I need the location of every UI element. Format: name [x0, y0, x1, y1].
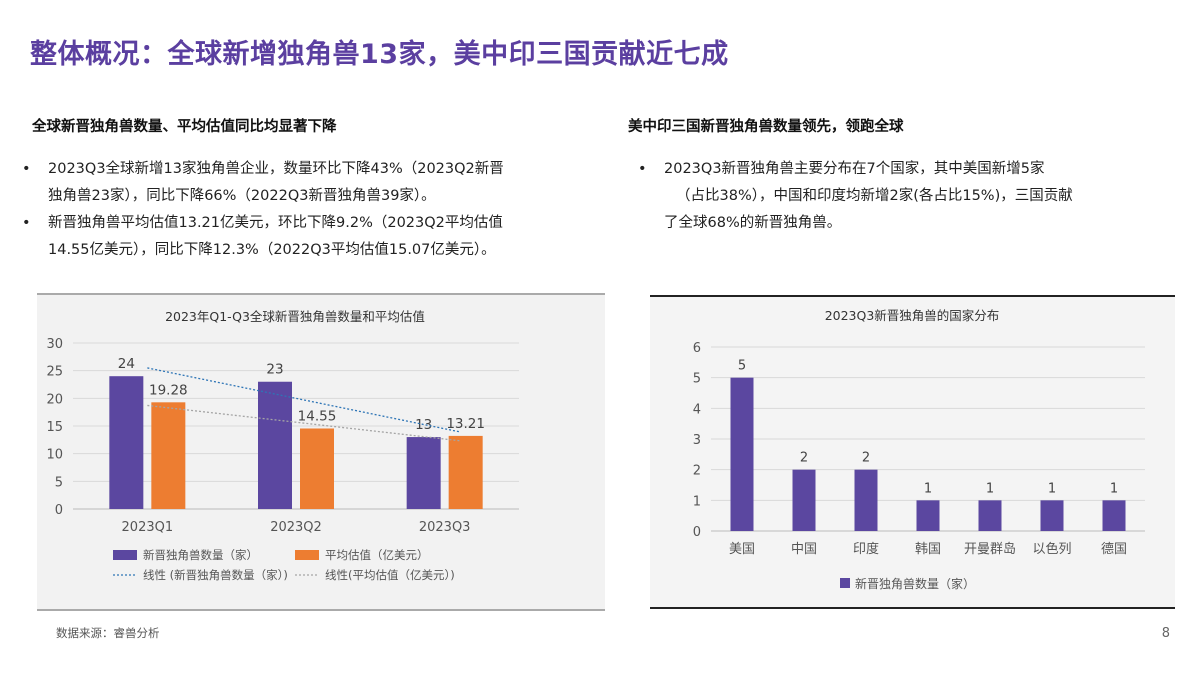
data-label: 1 — [1110, 481, 1118, 496]
bullet-item: 新晋独角兽平均估值13.21亿美元，环比下降9.2%（2023Q2平均估值 14.… — [20, 210, 600, 264]
y-tick-label: 6 — [693, 341, 701, 356]
x-tick-label: 2023Q2 — [270, 520, 322, 535]
data-label: 13.21 — [446, 416, 485, 432]
x-tick-label: 德国 — [1101, 542, 1127, 557]
data-label: 1 — [924, 481, 932, 496]
bullet-text: 2023Q3新晋独角兽主要分布在7个国家，其中美国新增5家 — [664, 161, 1045, 177]
x-tick-label: 2023Q1 — [122, 520, 174, 535]
legend-label: 新晋独角兽数量（家） — [855, 576, 975, 591]
y-tick-label: 5 — [55, 475, 63, 490]
y-tick-label: 5 — [693, 372, 701, 387]
page-title: 整体概况：全球新增独角兽13家，美中印三国贡献近七成 — [30, 39, 729, 70]
legend-label: 平均估值（亿美元） — [325, 548, 429, 562]
legend-label: 线性 (新晋独角兽数量（家）) — [143, 568, 288, 582]
chart-country-distribution: 2023Q3新晋独角兽的国家分布 0 1 2 3 4 5 6 美国 中国 印度 韩国 开曼群岛 以色列 德国… — [650, 295, 1175, 609]
chart1-svg: 2023年Q1-Q3全球新晋独角兽数量和平均估值 0 5 10 15 20 25 30 2023… — [46, 309, 519, 582]
legend-label: 新晋独角兽数量（家） — [143, 548, 258, 562]
bullet-text: 独角兽23家），同比下降66%（2022Q3新晋独角兽39家）。 — [48, 188, 436, 204]
bullet-text: 14.55亿美元），同比下降12.3%（2022Q3平均估值15.07亿美元）。 — [48, 242, 496, 258]
bullet-text: （占比38%），中国和印度均新增2家(各占比15%)，三国贡献 — [676, 188, 1073, 204]
bullet-text: 了全球68%的新晋独角兽。 — [664, 215, 842, 231]
y-tick-label: 0 — [693, 525, 701, 540]
left-heading: 全球新晋独角兽数量、平均估值同比均显著下降 — [32, 119, 337, 135]
y-tick-label: 20 — [46, 392, 63, 407]
bar-2023Q1 — [109, 376, 144, 509]
y-tick-label: 25 — [46, 365, 63, 380]
y-tick-label: 2 — [693, 464, 701, 479]
bar-开曼群岛 — [978, 500, 1002, 531]
x-tick-label: 美国 — [729, 542, 755, 557]
data-source: 数据来源：睿兽分析 — [56, 626, 160, 640]
trendline — [147, 404, 460, 442]
chart-title: 2023Q3新晋独角兽的国家分布 — [825, 308, 1000, 323]
data-label: 19.28 — [149, 382, 188, 398]
data-label: 14.55 — [298, 408, 337, 424]
legend-swatch-count — [840, 578, 850, 588]
bar-印度 — [854, 469, 878, 531]
bullet-text: 2023Q3全球新增13家独角兽企业，数量环比下降43%（2023Q2新晋 — [48, 161, 504, 177]
legend-swatch-valuation — [295, 550, 319, 560]
bar-韩国 — [916, 500, 940, 531]
right-bullets: 2023Q3新晋独角兽主要分布在7个国家，其中美国新增5家 （占比38%），中国和… — [636, 156, 1176, 237]
bar-中国 — [792, 469, 816, 531]
y-tick-label: 15 — [46, 420, 63, 435]
trendline — [147, 367, 460, 433]
bar-2023Q2 — [258, 381, 292, 509]
y-tick-label: 0 — [55, 503, 63, 518]
data-label: 24 — [118, 356, 135, 372]
x-tick-label: 以色列 — [1032, 541, 1071, 557]
data-label: 1 — [1048, 481, 1056, 496]
x-tick-label: 中国 — [791, 542, 817, 557]
bullet-item: 2023Q3全球新增13家独角兽企业，数量环比下降43%（2023Q2新晋独角兽… — [20, 156, 600, 210]
y-tick-label: 30 — [46, 337, 63, 352]
bar-美国 — [730, 377, 754, 531]
chart2-svg: 2023Q3新晋独角兽的国家分布 0 1 2 3 4 5 6 美国 中国 印度 韩国 开曼群岛 以色列 德国… — [693, 308, 1145, 591]
left-bullets: 2023Q3全球新增13家独角兽企业，数量环比下降43%（2023Q2新晋独角兽… — [20, 156, 600, 264]
chart-title: 2023年Q1-Q3全球新晋独角兽数量和平均估值 — [165, 309, 425, 324]
y-tick-label: 1 — [693, 494, 701, 509]
x-tick-label: 2023Q3 — [419, 520, 471, 535]
data-label: 1 — [986, 481, 994, 496]
x-tick-label: 开曼群岛 — [964, 541, 1016, 557]
y-tick-label: 10 — [46, 448, 63, 463]
bar-2023Q1 — [151, 402, 186, 509]
data-label: 5 — [738, 359, 746, 374]
data-label: 13 — [415, 417, 432, 433]
y-tick-label: 4 — [693, 402, 701, 417]
data-label: 2 — [800, 451, 808, 466]
data-label: 23 — [266, 362, 283, 378]
bar-2023Q3 — [448, 435, 483, 509]
x-tick-label: 印度 — [853, 541, 879, 557]
data-label: 2 — [862, 451, 870, 466]
bullet-text: 新晋独角兽平均估值13.21亿美元，环比下降9.2%（2023Q2平均估值 — [48, 215, 503, 231]
y-tick-label: 3 — [693, 433, 701, 448]
bullet-item: 2023Q3新晋独角兽主要分布在7个国家，其中美国新增5家 （占比38%），中国和… — [636, 156, 1176, 237]
legend-swatch-count — [113, 550, 137, 560]
page-number: 8 — [1161, 626, 1170, 641]
bar-2023Q3 — [406, 437, 441, 509]
right-heading: 美中印三国新晋独角兽数量领先，领跑全球 — [628, 119, 904, 135]
x-tick-label: 韩国 — [915, 542, 941, 557]
chart-count-valuation: 2023年Q1-Q3全球新晋独角兽数量和平均估值 0 5 10 15 20 25 30 2023… — [37, 293, 605, 611]
bar-2023Q2 — [300, 428, 334, 509]
bar-德国 — [1102, 500, 1126, 531]
legend-label: 线性(平均估值（亿美元）) — [325, 568, 455, 582]
bar-以色列 — [1040, 500, 1064, 531]
